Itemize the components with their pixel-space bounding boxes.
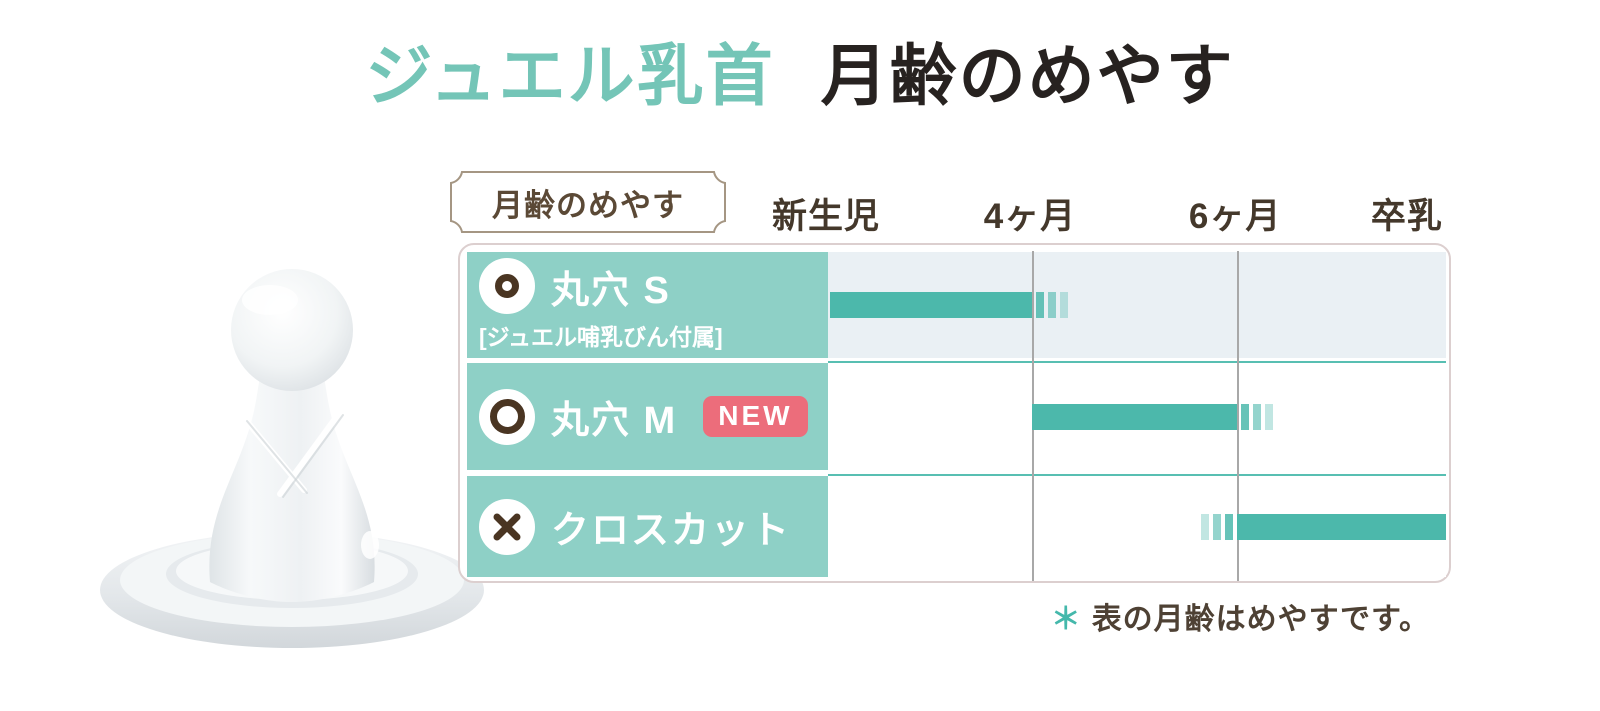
- row-sublabel-0: [ジュエル哺乳びん付属]: [479, 324, 723, 350]
- plaque-frame: [450, 171, 726, 233]
- timeline-bar-dash: [1213, 513, 1222, 540]
- footnote: ＊ 表の月齢はめやすです。: [1051, 594, 1430, 638]
- legend-plaque-label: 月齢のめやす: [492, 187, 684, 223]
- new-badge: NEW: [703, 396, 808, 437]
- timeline-bar-dash: [1253, 403, 1262, 430]
- row-label-cell-2: クロスカット: [467, 476, 828, 577]
- timeline-bar-2: [1237, 513, 1446, 540]
- legend-plaque: 月齢のめやす: [448, 169, 728, 235]
- timeline-bar-1: [1031, 403, 1238, 430]
- timeline-bar-dash: [1225, 513, 1234, 540]
- row-label-line-2: クロスカット: [479, 498, 828, 555]
- nipple-illustration-svg: [100, 269, 484, 648]
- timeline-bar-0: [829, 292, 1032, 318]
- timeline-bar-dash: [1059, 292, 1068, 318]
- title-brand: ジュエル乳首: [365, 39, 775, 114]
- column-headers: 新生児 4ヶ月 6ヶ月 卒乳: [772, 188, 1444, 236]
- small-hole-icon: [479, 258, 535, 314]
- row-label-cell-1: 丸穴 M NEW: [467, 363, 828, 470]
- timeline-bar-dash: [1047, 292, 1056, 318]
- age-chart-frame: 丸穴 S [ジュエル哺乳びん付属] 丸穴 M NEW クロスカット: [458, 243, 1451, 583]
- row-label-2: クロスカット: [551, 510, 792, 552]
- cross-cut-icon: [479, 498, 535, 555]
- column-header-1: 4ヶ月: [983, 197, 1077, 236]
- cross-cut-glyph: [493, 513, 521, 540]
- timeline-bar-dash: [1265, 403, 1274, 430]
- row-label-line-1: 丸穴 M NEW: [479, 388, 828, 445]
- row-label-line-0: 丸穴 S: [479, 258, 828, 314]
- row-label-0: 丸穴 S: [551, 269, 671, 312]
- row-separator-1: [828, 474, 1446, 476]
- timeline-bar-dash: [1035, 292, 1044, 318]
- row-label-1: 丸穴 M: [551, 400, 678, 442]
- column-header-3: 卒乳: [1370, 197, 1443, 236]
- timeline-bar-dash: [1241, 403, 1250, 430]
- footnote-text: 表の月齢はめやすです。: [1091, 603, 1430, 636]
- title-heading: 月齢のめやす: [820, 39, 1235, 114]
- timeline-bar-dash: [1201, 513, 1210, 540]
- page-title: ジュエル乳首 月齢のめやす: [0, 22, 1600, 119]
- column-header-2: 6ヶ月: [1188, 197, 1282, 236]
- medium-hole-glyph: [489, 399, 525, 434]
- footnote-asterisk: ＊: [1050, 603, 1082, 636]
- product-nipple-image: [92, 240, 492, 652]
- medium-hole-icon: [479, 388, 535, 445]
- row-label-cell-0: 丸穴 S [ジュエル哺乳びん付属]: [467, 252, 828, 358]
- small-hole-glyph: [495, 274, 519, 298]
- row-separator-0: [828, 361, 1446, 363]
- gridline-1: [1237, 251, 1240, 581]
- column-header-0: 新生児: [771, 197, 881, 236]
